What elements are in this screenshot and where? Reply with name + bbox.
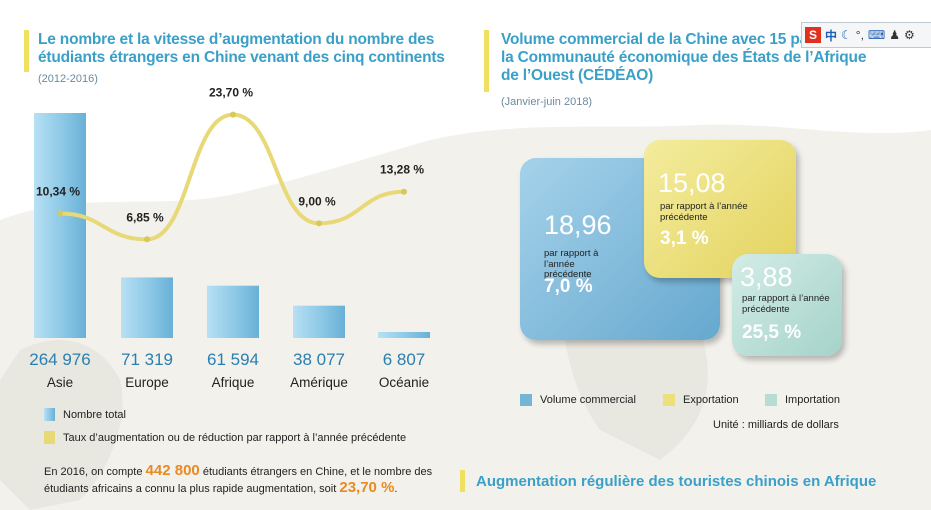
ime-punctuation-icon[interactable]: °,: [855, 28, 864, 42]
export-value: 15,08: [658, 168, 726, 198]
import-note: par rapport à l’année précédente: [742, 293, 830, 315]
legend-import: Importation: [765, 394, 840, 406]
bar-value-1: 71 319: [121, 350, 173, 369]
bar-3: [293, 305, 345, 338]
note-end: .: [394, 483, 398, 495]
bar-4: [378, 332, 430, 338]
category-label-4: Océanie: [378, 375, 430, 390]
ime-settings-icon[interactable]: ⚙: [904, 28, 915, 42]
ime-language-toggle[interactable]: 中: [825, 28, 838, 43]
export-note: par rapport à l’année précédente: [660, 201, 748, 223]
students-chart: 10,34 % 6,85 % 23,70 % 9,00 % 13,28 %: [34, 86, 430, 338]
note-pct: 23,70 %: [339, 479, 395, 496]
right-title-line3: de l’Ouest (CÉDÉAO): [501, 67, 654, 84]
volume-value: 18,96: [544, 210, 612, 240]
bottom-title-accent: [460, 470, 465, 492]
right-title-line1: Volume commercial de la Chine avec 15 pa: [501, 31, 809, 48]
left-title-line2: étudiants étrangers en Chine venant des …: [38, 49, 445, 66]
legend-total-swatch: [44, 408, 55, 421]
bar-value-0: 264 976: [29, 350, 91, 369]
right-title-line2: la Communauté économique des États de l’…: [501, 49, 867, 66]
ime-toolbar[interactable]: S 中 ☾ °, ⌨ ♟ ⚙: [801, 22, 931, 48]
unit-label: Unité : milliards de dollars: [713, 419, 839, 431]
rate-point-3: [316, 220, 322, 227]
legend-volume-swatch: [520, 394, 532, 406]
volume-note: par rapport à l’année précédente: [544, 248, 599, 280]
right-title-accent: [484, 30, 489, 92]
rate-label-0: 10,34 %: [36, 184, 80, 198]
legend-volume: Volume commercial: [520, 394, 636, 406]
category-label-2: Afrique: [211, 375, 255, 390]
rate-label-3: 9,00 %: [298, 194, 336, 208]
bar-2: [207, 285, 259, 338]
left-title-accent: [24, 30, 29, 72]
ime-skin-icon[interactable]: ♟: [889, 28, 901, 42]
ime-moon-icon[interactable]: ☾: [841, 28, 852, 42]
ime-keyboard-icon[interactable]: ⌨: [867, 28, 886, 42]
legend-import-label: Importation: [785, 394, 841, 406]
rate-label-1: 6,85 %: [126, 210, 164, 224]
legend-export: Exportation: [663, 394, 739, 406]
legend-rate-label: Taux d’augmentation ou de réduction par …: [63, 431, 407, 444]
import-change: 25,5 %: [742, 322, 802, 343]
export-change: 3,1 %: [660, 228, 709, 249]
legend-export-label: Exportation: [683, 394, 739, 406]
rate-line: [58, 112, 406, 242]
rate-point-1: [144, 236, 150, 243]
rate-label-4: 13,28 %: [380, 163, 424, 177]
legend-export-swatch: [663, 394, 675, 406]
left-title-line1: Le nombre et la vitesse d’augmentation d…: [38, 31, 435, 48]
ime-logo-icon[interactable]: S: [805, 27, 821, 43]
box-import: 3,88 par rapport à l’année précédente 25…: [732, 254, 842, 356]
bottom-title: Augmentation régulière des touristes chi…: [476, 473, 877, 490]
legend-rate-swatch: [44, 431, 55, 444]
bar-value-2: 61 594: [207, 350, 259, 369]
note-mid: étudiants étrangers en Chine, et le nomb…: [44, 466, 433, 495]
import-value: 3,88: [740, 262, 793, 292]
legend-import-swatch: [765, 394, 777, 406]
category-label-3: Amérique: [290, 375, 348, 390]
bar-value-4: 6 807: [382, 350, 426, 369]
rate-label-2: 23,70 %: [209, 86, 253, 100]
left-subtitle: (2012-2016): [38, 73, 98, 85]
right-subtitle: (Janvier-juin 2018): [501, 96, 593, 108]
category-label-1: Europe: [125, 375, 169, 390]
rate-point-2: [230, 111, 236, 118]
legend-total-label: Nombre total: [63, 408, 126, 421]
summary-note: En 2016, on compte 442 800 étudiants étr…: [44, 463, 444, 497]
legend-rate: Taux d’augmentation ou de réduction par …: [44, 431, 406, 444]
rate-point-0: [57, 210, 63, 217]
note-pre: En 2016, on compte: [44, 466, 143, 478]
category-label-0: Asie: [46, 375, 74, 390]
bar-1: [121, 277, 173, 338]
note-count: 442 800: [145, 462, 200, 479]
bar-value-3: 38 077: [293, 350, 345, 369]
legend-volume-label: Volume commercial: [540, 394, 636, 406]
bar-0: [34, 113, 86, 338]
legend-total: Nombre total: [44, 408, 126, 421]
rate-point-4: [401, 188, 407, 195]
volume-change: 7,0 %: [544, 276, 593, 297]
